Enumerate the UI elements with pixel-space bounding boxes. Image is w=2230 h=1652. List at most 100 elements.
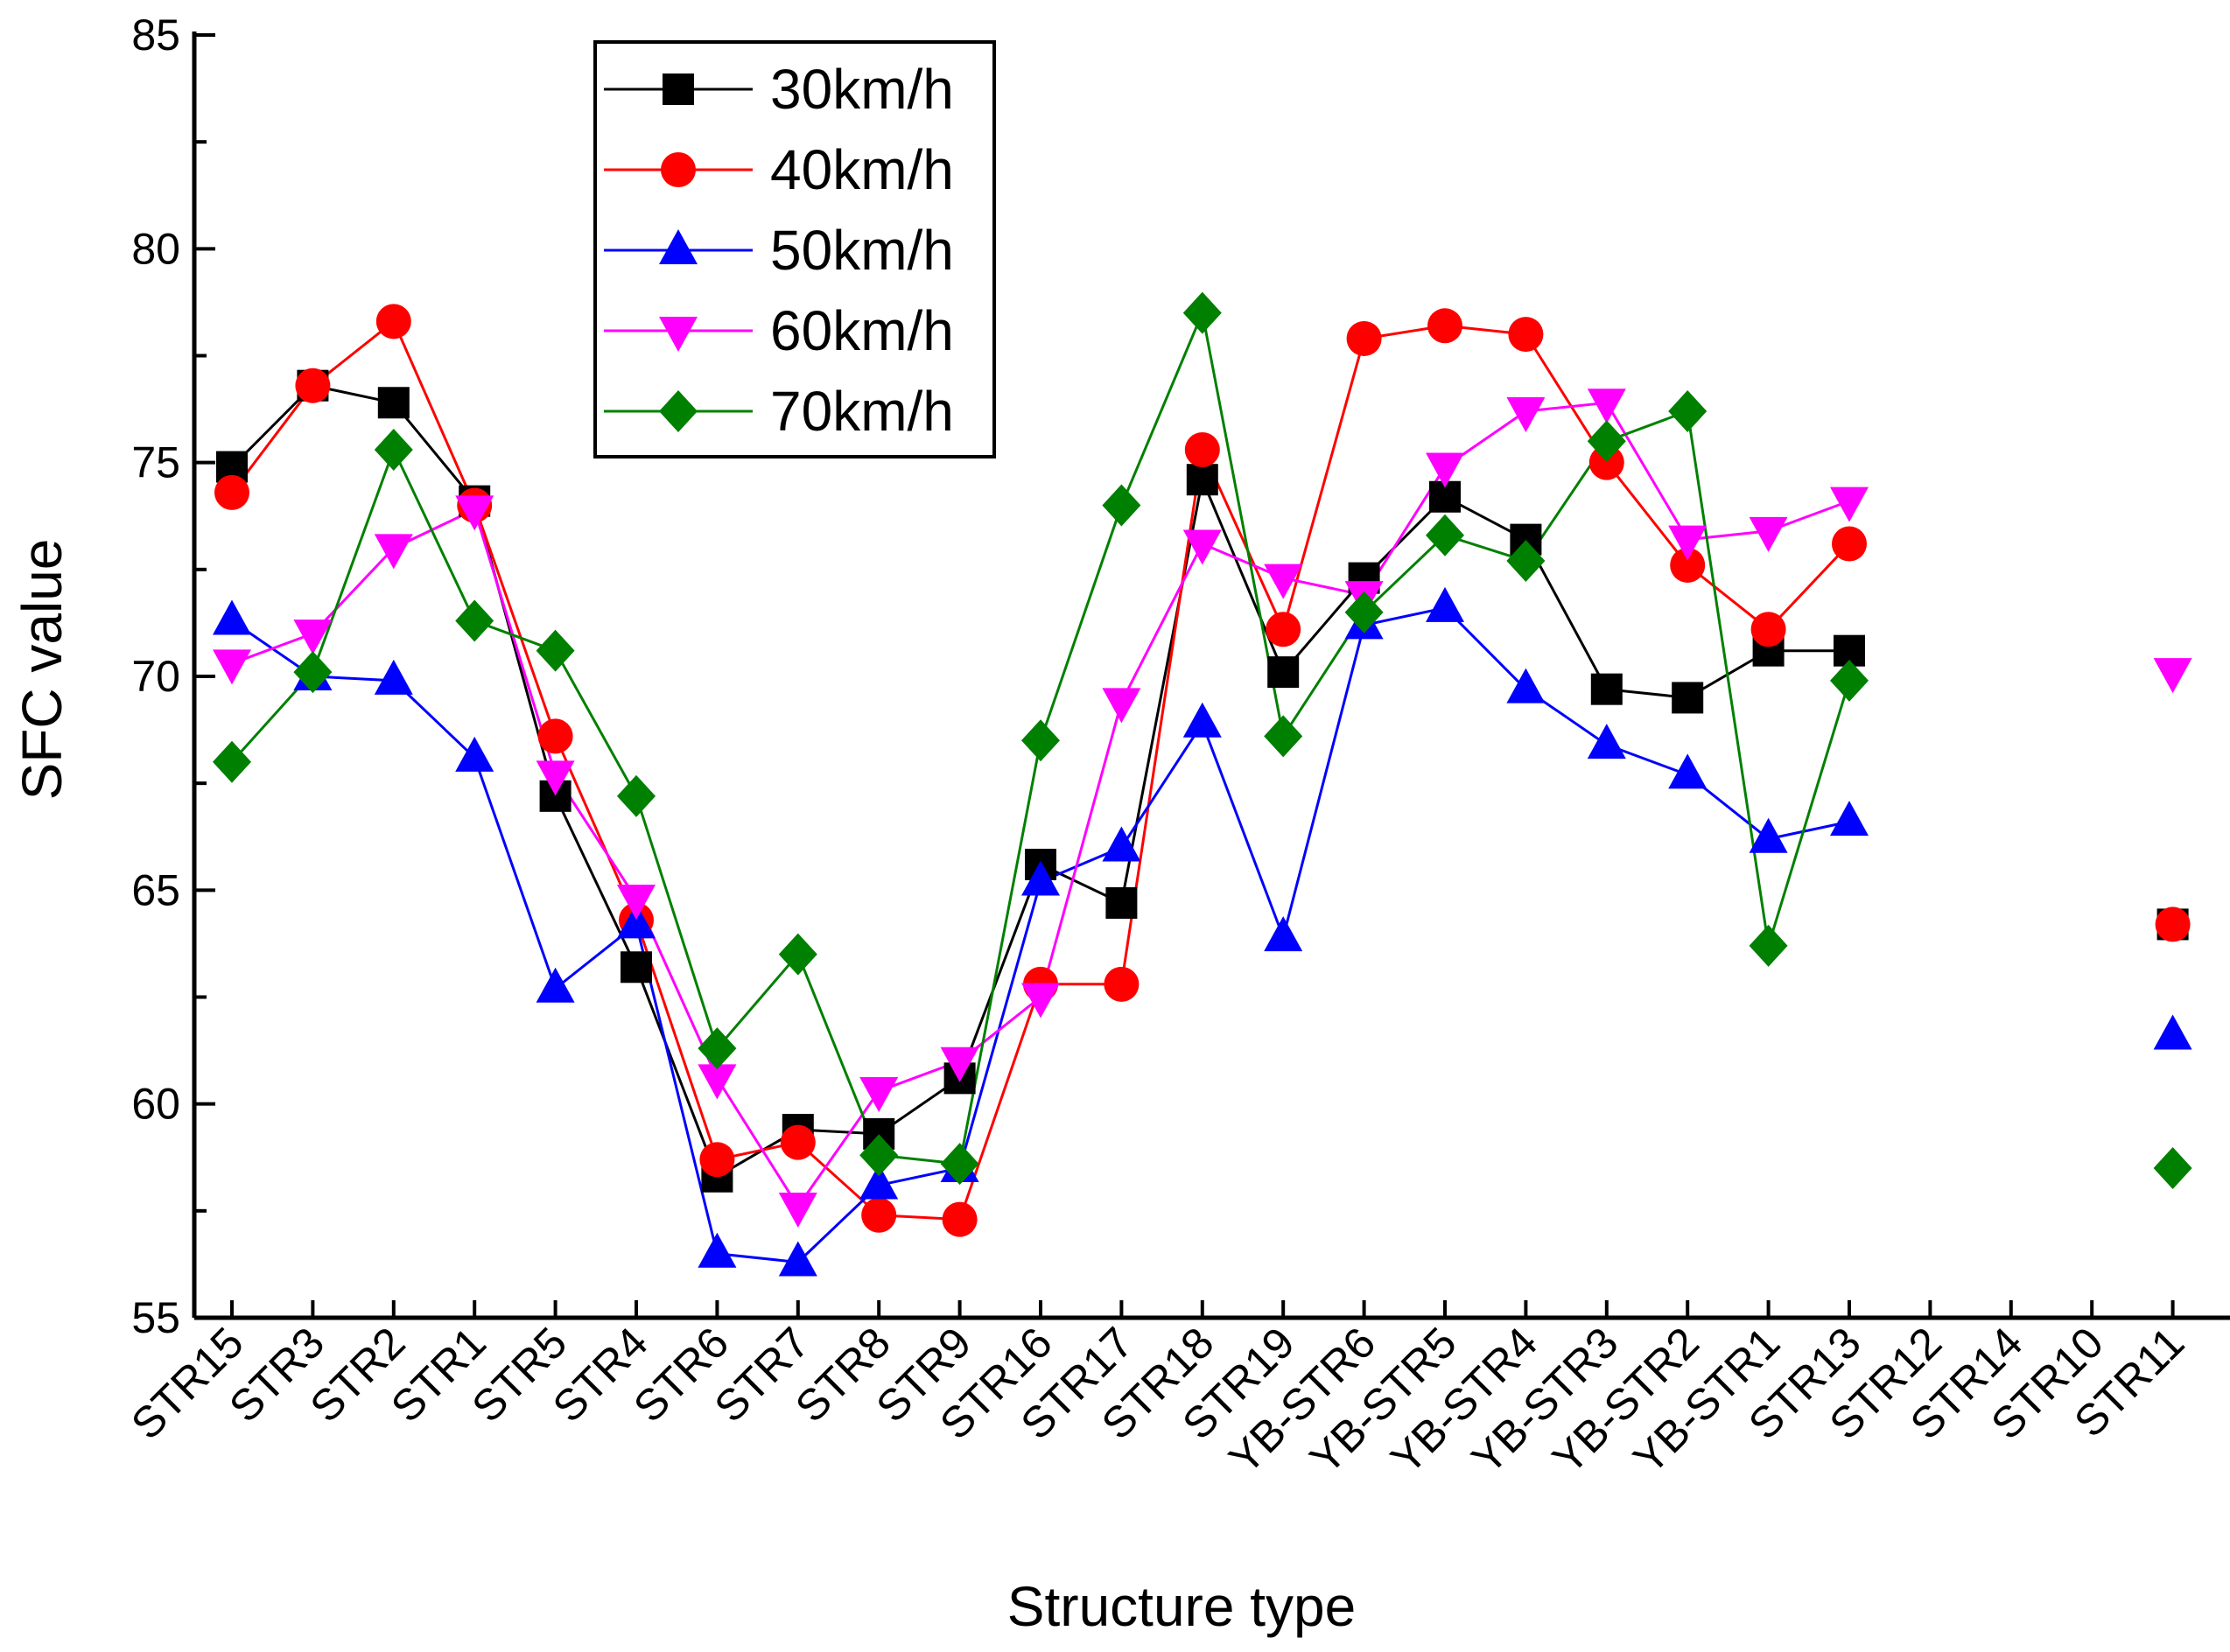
data-point [621,951,652,984]
data-point [1590,673,1623,705]
data-point [1344,591,1384,634]
axes [192,32,2230,1320]
x-tick-label: STR3 [220,1318,333,1432]
x-tick-label: STR7 [705,1318,819,1432]
data-point [295,368,331,403]
data-point [859,1164,899,1200]
x-tick-label: STR8 [786,1318,900,1432]
data-point [1749,817,1788,853]
data-point [1186,464,1218,496]
data-point [1264,916,1303,952]
data-point [940,1143,979,1186]
data-point [2155,906,2191,942]
y-tick-label: 85 [131,10,180,60]
data-point [1587,388,1626,424]
data-point [1021,860,1060,896]
data-point [1267,656,1300,689]
x-tick-label: STR4 [543,1318,657,1432]
legend-marker [663,74,694,105]
data-point [1021,719,1060,762]
data-point [1830,801,1869,836]
data-point [859,1077,899,1113]
data-point [536,629,575,672]
legend-label: 50km/h [770,219,954,282]
data-point [1182,702,1222,738]
data-point [2153,1014,2192,1050]
legend-marker [659,229,698,264]
data-point [1346,320,1382,356]
data-point [778,933,817,976]
data-point [1102,484,1141,527]
x-tick-label: STR1 [382,1318,495,1432]
data-point [859,1134,899,1177]
data-point [1587,724,1626,760]
data-point [617,903,656,939]
data-point [1587,420,1626,463]
data-point [213,599,251,635]
data-point [293,620,333,655]
data-point [1670,547,1706,583]
y-axis-title: SFC value [11,539,74,801]
legend-marker [659,317,698,352]
data-point [699,1142,735,1178]
data-point [455,495,494,531]
y-tick-label: 65 [131,865,180,914]
data-point [1102,688,1141,724]
data-point [861,1197,897,1233]
data-point [1105,886,1138,919]
data-point [2153,658,2192,694]
x-tick-labels: STR15STR3STR2STR1STR5STR4STR6STR7STR8STR… [122,1318,2193,1483]
series-markers [213,291,2192,1277]
data-point [1830,486,1869,522]
y-tick-label: 55 [131,1293,180,1342]
data-point [1426,452,1464,488]
data-point [1506,397,1546,433]
data-point [374,429,413,472]
data-point [1750,612,1786,648]
data-point [213,649,251,685]
data-point [698,1027,737,1070]
data-point [1104,966,1140,1002]
data-point [2153,1146,2192,1189]
data-point [617,885,656,920]
data-point [214,474,249,510]
legend-marker [659,390,698,432]
legend-label: 30km/h [770,58,954,121]
data-point [1264,715,1303,758]
data-point [1426,514,1464,556]
data-point [940,1046,979,1082]
data-point [1749,924,1788,967]
data-point [1021,983,1060,1018]
data-point [698,1232,737,1268]
x-tick-label: STR5 [462,1318,576,1432]
data-point [942,1201,978,1237]
x-axis-title: Structure type [1007,1575,1356,1638]
data-point [1830,659,1869,702]
data-point [455,599,494,642]
y-tick-label: 75 [131,438,180,487]
data-point [1668,753,1708,789]
data-point [374,534,413,570]
legend: 30km/h 40km/h 50km/h 60km/h 70km/h [593,40,996,458]
data-point [1426,586,1464,622]
data-point [1588,444,1624,480]
data-point [1427,308,1462,344]
data-point [536,760,575,796]
data-point [377,387,410,419]
data-point [455,736,494,772]
data-point [375,304,411,340]
data-point [293,651,333,694]
data-point [213,740,251,783]
data-point [1182,291,1222,334]
data-point [1668,390,1708,433]
data-point [1832,526,1867,562]
data-point [536,967,575,1003]
data-point [1184,432,1220,468]
y-tick-labels: 55 60 65 70 75 80 85 [131,10,180,1342]
y-tick-label: 70 [131,652,180,701]
data-point [1749,516,1788,552]
x-tick-label: STR6 [624,1318,738,1432]
data-point [1266,612,1301,648]
y-tick-label: 80 [131,224,180,273]
